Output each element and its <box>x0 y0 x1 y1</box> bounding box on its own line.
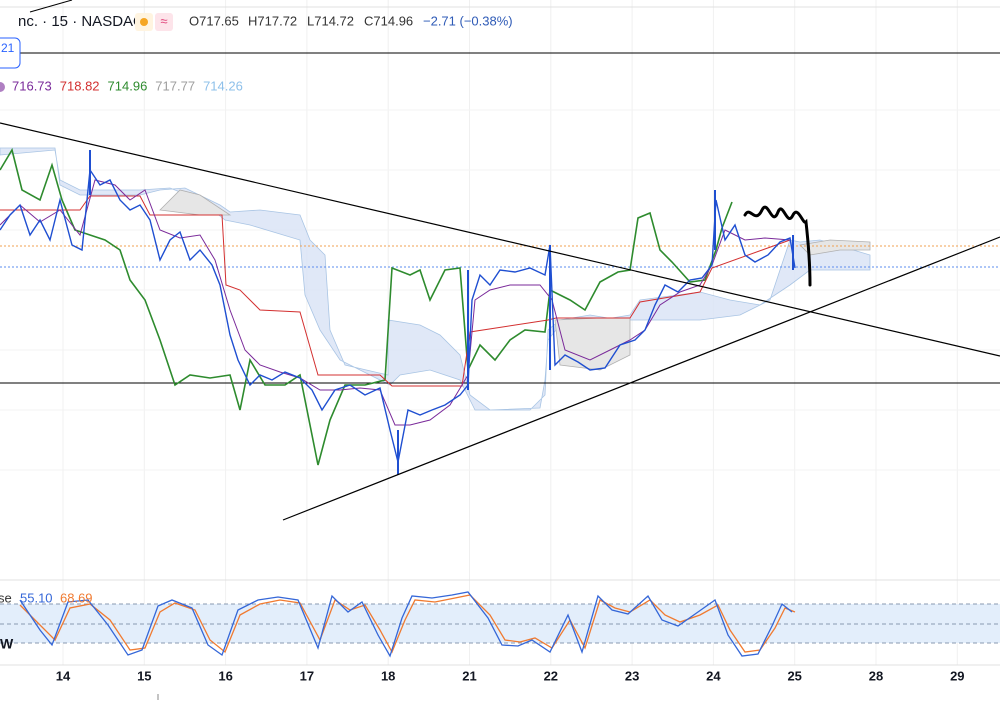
x-tick-label: 16 <box>218 668 232 683</box>
stoch-k <box>19 591 793 658</box>
stoch-d <box>19 594 796 654</box>
stoch-k-value: 55.10 <box>20 590 53 605</box>
x-tick-label: 23 <box>625 668 639 683</box>
trend-line <box>282 236 1000 521</box>
stoch-level <box>0 603 1000 644</box>
x-tick-label: 14 <box>56 668 71 683</box>
grid <box>62 0 958 665</box>
x-axis: 14 15 16 17 18 21 22 23 24 25 28 29 <box>56 668 965 683</box>
x-tick-label: 21 <box>462 668 476 683</box>
close: C714.96 <box>364 13 413 28</box>
x-tick-label: 24 <box>706 668 721 683</box>
candle-wick <box>89 150 794 475</box>
x-tick-label: 17 <box>300 668 314 683</box>
stoch-d-value: 68.69 <box>60 590 93 605</box>
icon <box>0 82 5 92</box>
x-tick-label: 15 <box>137 668 151 683</box>
indicator-value: 714.26 <box>203 78 243 93</box>
symbol: nc. · 15 · NASDAQ <box>18 13 145 30</box>
header: nc. · 15 · NASDAQ ≈ O717.65 H717.72 L714… <box>18 13 513 31</box>
change: −2.71 (−0.38%) <box>423 13 513 28</box>
indicator-value: 717.77 <box>155 78 195 93</box>
drawing <box>743 205 812 287</box>
trend-line <box>29 0 73 13</box>
icon: ≈ <box>160 13 167 28</box>
lagging-span <box>0 147 733 466</box>
indicator-value: 718.82 <box>60 78 100 93</box>
icon <box>140 18 148 26</box>
x-tick-label: 25 <box>787 668 801 683</box>
indicator-value: 714.96 <box>108 78 148 93</box>
grid <box>0 109 1000 471</box>
side-label: W <box>0 636 14 652</box>
conversion-line <box>0 179 791 426</box>
badge[interactable] <box>0 37 21 69</box>
open: O717.65 <box>189 13 239 28</box>
high: H717.72 <box>248 13 297 28</box>
x-tick-label: 29 <box>950 668 964 683</box>
icon <box>155 13 173 31</box>
base-line <box>0 195 791 387</box>
trend-line <box>0 122 1000 357</box>
x-tick-label: 22 <box>544 668 558 683</box>
stoch-label: se <box>0 590 12 605</box>
badge-text: 21 <box>1 41 15 55</box>
low: L714.72 <box>307 13 354 28</box>
x-tick-label: 18 <box>381 668 395 683</box>
x-tick-label: 28 <box>869 668 883 683</box>
indicator-value: 716.73 <box>12 78 52 93</box>
indicator-values: 716.73 718.82 714.96 717.77 714.26 <box>12 78 243 93</box>
